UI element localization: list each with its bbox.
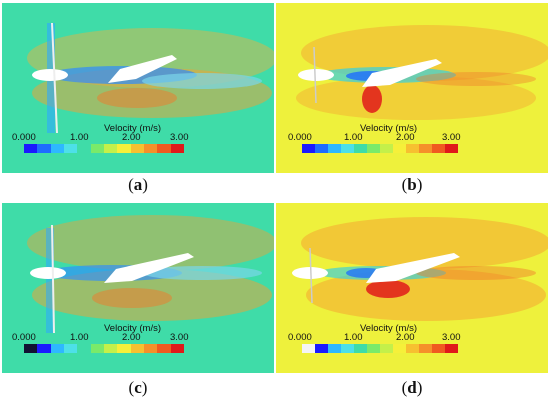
colorbar-step <box>432 144 445 153</box>
colorbar-step <box>170 344 184 353</box>
colorbar-step <box>367 344 380 353</box>
tick-label: 2.00 <box>122 132 141 143</box>
colorbar-step <box>24 344 38 353</box>
tick-label: 1.00 <box>70 332 89 343</box>
colorbar-step <box>432 344 445 353</box>
caption-letter: d <box>407 378 417 397</box>
colorbar-step <box>130 344 144 353</box>
colorbar-step <box>24 144 38 153</box>
legend-title: Velocity (m/s) <box>360 323 418 334</box>
colorbar <box>24 144 184 153</box>
tick-label: 3.00 <box>170 132 189 143</box>
tick-label: 2.00 <box>396 132 415 143</box>
colorbar-step <box>328 144 341 153</box>
colorbar-step <box>143 144 158 153</box>
flow-field-a <box>2 3 274 173</box>
tick-label: 3.00 <box>170 332 189 343</box>
caption-c: (c) <box>128 378 148 397</box>
colorbar <box>302 144 458 153</box>
colorbar-step <box>77 144 91 153</box>
colorbar-step <box>117 144 131 153</box>
colorbar-step <box>341 144 354 153</box>
colorbar-step <box>130 144 144 153</box>
colorbar-step <box>393 144 406 153</box>
colorbar-step <box>302 144 315 153</box>
colorbar-step <box>328 344 341 353</box>
colorbar <box>302 344 458 353</box>
panel-c: Velocity (m/s) 0.000 1.00 2.00 3.00 <box>2 203 274 373</box>
panel-b: Velocity (m/s) 0.000 1.00 2.00 3.00 <box>276 3 548 173</box>
caption-b: (b) <box>401 175 423 194</box>
legend-title: Velocity (m/s) <box>104 123 162 134</box>
tick-label: 2.00 <box>122 332 141 343</box>
caption-a: (a) <box>128 175 148 194</box>
caption-d: (d) <box>401 378 423 397</box>
tick-label: 1.00 <box>344 332 363 343</box>
colorbar-step <box>302 344 315 353</box>
caption-letter: a <box>133 175 143 194</box>
colorbar-step <box>170 144 184 153</box>
colorbar-step <box>157 144 171 153</box>
colorbar-step <box>419 144 432 153</box>
colorbar-step <box>393 344 406 353</box>
tick-label: 2.00 <box>396 332 415 343</box>
colorbar-step <box>117 344 131 353</box>
colorbar-step <box>445 144 458 153</box>
colorbar-step <box>354 344 367 353</box>
tick-label: 0.000 <box>12 332 36 343</box>
legend-title: Velocity (m/s) <box>104 323 162 334</box>
colorbar <box>24 344 184 353</box>
colorbar-step <box>37 344 51 353</box>
colorbar-step <box>50 344 64 353</box>
colorbar-step <box>103 344 118 353</box>
panel-a: Velocity (m/s) 0.000 1.00 2.00 3.00 <box>2 3 274 173</box>
caption-letter: c <box>134 378 142 397</box>
colorbar-step <box>90 144 104 153</box>
caption-letter: b <box>407 175 417 194</box>
colorbar-step <box>143 344 158 353</box>
colorbar-step <box>341 344 354 353</box>
legend-title: Velocity (m/s) <box>360 123 418 134</box>
tick-label: 1.00 <box>70 132 89 143</box>
colorbar-step <box>380 344 393 353</box>
colorbar-step <box>50 144 64 153</box>
colorbar-step <box>90 344 104 353</box>
tick-label: 0.000 <box>12 132 36 143</box>
colorbar-step <box>367 144 380 153</box>
colorbar-step <box>157 344 171 353</box>
colorbar-step <box>419 344 432 353</box>
colorbar-step <box>103 144 118 153</box>
tick-label: 3.00 <box>442 332 461 343</box>
colorbar-step <box>315 344 328 353</box>
colorbar-step <box>445 344 458 353</box>
panel-d: Velocity (m/s) 0.000 1.00 2.00 3.00 <box>276 203 548 373</box>
colorbar-step <box>63 144 78 153</box>
colorbar-step <box>406 144 419 153</box>
tick-label: 3.00 <box>442 132 461 143</box>
colorbar-step <box>354 144 367 153</box>
colorbar-step <box>315 144 328 153</box>
tick-label: 0.000 <box>288 332 312 343</box>
colorbar-step <box>406 344 419 353</box>
colorbar-step <box>77 344 91 353</box>
colorbar-step <box>380 144 393 153</box>
colorbar-step <box>37 144 51 153</box>
colorbar-step <box>63 344 78 353</box>
tick-label: 0.000 <box>288 132 312 143</box>
tick-label: 1.00 <box>344 132 363 143</box>
